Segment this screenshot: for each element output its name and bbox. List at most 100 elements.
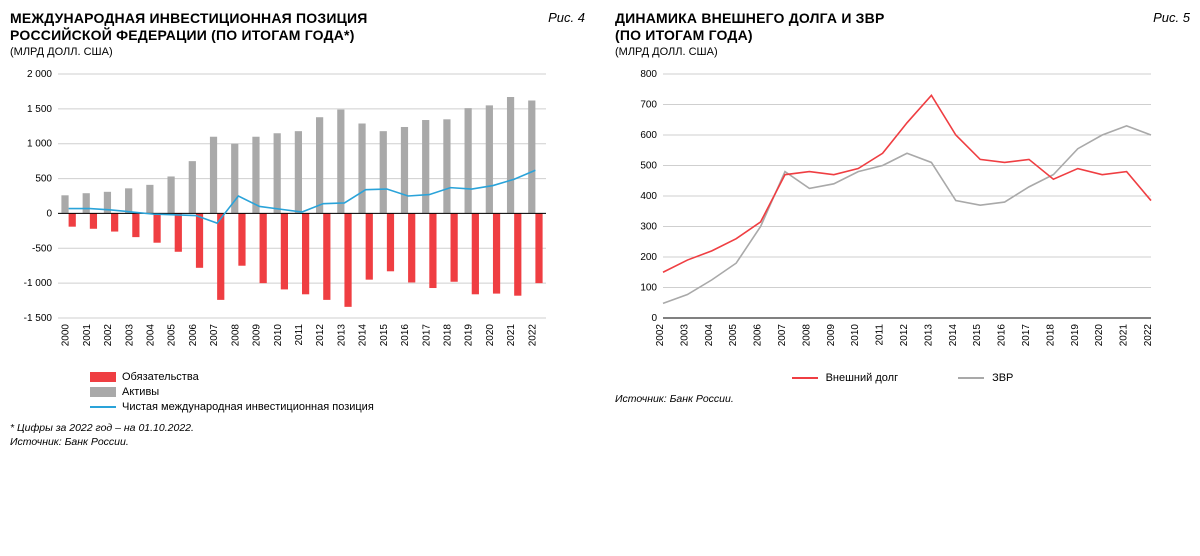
panel-right: ДИНАМИКА ВНЕШНЕГО ДОЛГА И ЗВР (ПО ИТОГАМ… [615, 10, 1190, 450]
svg-text:2021: 2021 [506, 323, 517, 346]
svg-text:2006: 2006 [753, 323, 764, 346]
svg-text:2007: 2007 [209, 323, 220, 346]
panel-right-subtitle: (МЛРД ДОЛЛ. США) [615, 46, 1190, 58]
svg-text:2010: 2010 [273, 323, 284, 346]
svg-text:2019: 2019 [1070, 323, 1081, 346]
legend-line-debt [792, 377, 818, 379]
svg-text:2015: 2015 [379, 323, 390, 346]
panel-left-header: МЕЖДУНАРОДНАЯ ИНВЕСТИЦИОННАЯ ПОЗИЦИЯ РОС… [10, 10, 585, 58]
legend-label-niip: Чистая международная инвестиционная пози… [122, 401, 374, 413]
panel-right-title-line1: ДИНАМИКА ВНЕШНЕГО ДОЛГА И ЗВР [615, 10, 1190, 27]
svg-text:2000: 2000 [61, 323, 72, 346]
svg-text:2011: 2011 [875, 323, 886, 345]
svg-text:500: 500 [35, 173, 52, 184]
svg-text:-1 500: -1 500 [24, 313, 53, 324]
svg-text:2005: 2005 [728, 323, 739, 346]
svg-text:2012: 2012 [315, 323, 326, 346]
footnote-asterisk: * Цифры за 2022 год – на 01.10.2022. [10, 421, 585, 436]
svg-text:2 000: 2 000 [27, 69, 52, 80]
legend-item-assets: Активы [90, 386, 585, 398]
svg-text:600: 600 [640, 130, 657, 141]
legend-item-liabilities: Обязательства [90, 371, 585, 383]
svg-text:2019: 2019 [464, 323, 475, 346]
legend-label-debt: Внешний долг [826, 372, 899, 384]
svg-text:2003: 2003 [679, 323, 690, 346]
legend-right: Внешний долг ЗВР [615, 372, 1190, 384]
panel-right-header: ДИНАМИКА ВНЕШНЕГО ДОЛГА И ЗВР (ПО ИТОГАМ… [615, 10, 1190, 58]
panel-right-fig-label: Рис. 5 [1153, 10, 1190, 25]
chart-right-svg: 0 100 200 300 400 500 600 700 800 2002 2003 2004 200… [615, 68, 1155, 368]
legend-left: Обязательства Активы Чистая международна… [90, 371, 585, 413]
svg-text:100: 100 [640, 282, 657, 293]
svg-text:2018: 2018 [1045, 323, 1056, 346]
svg-text:2017: 2017 [421, 323, 432, 346]
svg-text:2007: 2007 [777, 323, 788, 346]
svg-text:2013: 2013 [336, 323, 347, 346]
svg-text:2015: 2015 [972, 323, 983, 346]
svg-text:0: 0 [46, 208, 52, 219]
chart-left: -1 500 -1 000 -500 0 500 1 000 1 500 2 000 2000 2… [10, 68, 585, 368]
svg-text:2022: 2022 [1143, 323, 1154, 346]
svg-text:700: 700 [640, 99, 657, 110]
svg-text:-500: -500 [32, 243, 52, 254]
svg-text:-1 000: -1 000 [24, 278, 53, 289]
legend-label-liabilities: Обязательства [122, 371, 199, 383]
legend-item-niip: Чистая международная инвестиционная пози… [90, 401, 585, 413]
svg-text:2021: 2021 [1119, 323, 1130, 346]
panel-right-title-line2: (ПО ИТОГАМ ГОДА) [615, 27, 1190, 44]
svg-text:2011: 2011 [294, 323, 305, 345]
svg-text:2002: 2002 [103, 323, 114, 346]
svg-text:2002: 2002 [655, 323, 666, 346]
legend-label-reserves: ЗВР [992, 372, 1013, 384]
legend-label-assets: Активы [122, 386, 159, 398]
svg-text:800: 800 [640, 69, 657, 80]
svg-text:2003: 2003 [124, 323, 135, 346]
svg-text:2012: 2012 [899, 323, 910, 346]
panel-left-fig-label: Рис. 4 [548, 10, 585, 25]
svg-text:1 000: 1 000 [27, 138, 52, 149]
svg-text:2001: 2001 [82, 323, 93, 346]
svg-text:2006: 2006 [188, 323, 199, 346]
legend-item-debt: Внешний долг [792, 372, 899, 384]
footnote-source-right: Источник: Банк России. [615, 392, 1190, 407]
svg-text:2005: 2005 [167, 323, 178, 346]
chart-left-svg: -1 500 -1 000 -500 0 500 1 000 1 500 2 000 2000 2… [10, 68, 550, 368]
figure-row: МЕЖДУНАРОДНАЯ ИНВЕСТИЦИОННАЯ ПОЗИЦИЯ РОС… [10, 10, 1190, 450]
svg-text:2018: 2018 [443, 323, 454, 346]
footnote-source-left: Источник: Банк России. [10, 435, 585, 450]
panel-left: МЕЖДУНАРОДНАЯ ИНВЕСТИЦИОННАЯ ПОЗИЦИЯ РОС… [10, 10, 585, 450]
legend-line-niip [90, 406, 116, 408]
svg-text:2009: 2009 [252, 323, 263, 346]
svg-text:500: 500 [640, 160, 657, 171]
legend-line-reserves [958, 377, 984, 379]
svg-text:2014: 2014 [358, 323, 369, 346]
svg-text:2009: 2009 [826, 323, 837, 346]
svg-text:2008: 2008 [230, 323, 241, 346]
panel-left-subtitle: (МЛРД ДОЛЛ. США) [10, 46, 585, 58]
chart-right: 0 100 200 300 400 500 600 700 800 2002 2003 2004 200… [615, 68, 1190, 368]
svg-text:2004: 2004 [145, 323, 156, 346]
svg-text:2017: 2017 [1021, 323, 1032, 346]
panel-left-title-line2: РОССИЙСКОЙ ФЕДЕРАЦИИ (ПО ИТОГАМ ГОДА*) [10, 27, 585, 44]
svg-text:2014: 2014 [948, 323, 959, 346]
panel-right-footnote: Источник: Банк России. [615, 392, 1190, 407]
svg-text:300: 300 [640, 221, 657, 232]
panel-left-footnote: * Цифры за 2022 год – на 01.10.2022. Ист… [10, 421, 585, 450]
legend-swatch-assets [90, 387, 116, 397]
svg-text:2022: 2022 [527, 323, 538, 346]
svg-text:2016: 2016 [400, 323, 411, 346]
svg-text:2010: 2010 [850, 323, 861, 346]
svg-text:0: 0 [651, 313, 657, 324]
svg-text:2016: 2016 [997, 323, 1008, 346]
svg-text:2008: 2008 [801, 323, 812, 346]
svg-text:1 500: 1 500 [27, 103, 52, 114]
legend-swatch-liabilities [90, 372, 116, 382]
legend-item-reserves: ЗВР [958, 372, 1013, 384]
svg-text:2020: 2020 [1094, 323, 1105, 346]
svg-text:2020: 2020 [485, 323, 496, 346]
svg-text:2004: 2004 [704, 323, 715, 346]
svg-text:2013: 2013 [923, 323, 934, 346]
svg-text:200: 200 [640, 252, 657, 263]
panel-left-title-line1: МЕЖДУНАРОДНАЯ ИНВЕСТИЦИОННАЯ ПОЗИЦИЯ [10, 10, 585, 27]
svg-text:400: 400 [640, 191, 657, 202]
